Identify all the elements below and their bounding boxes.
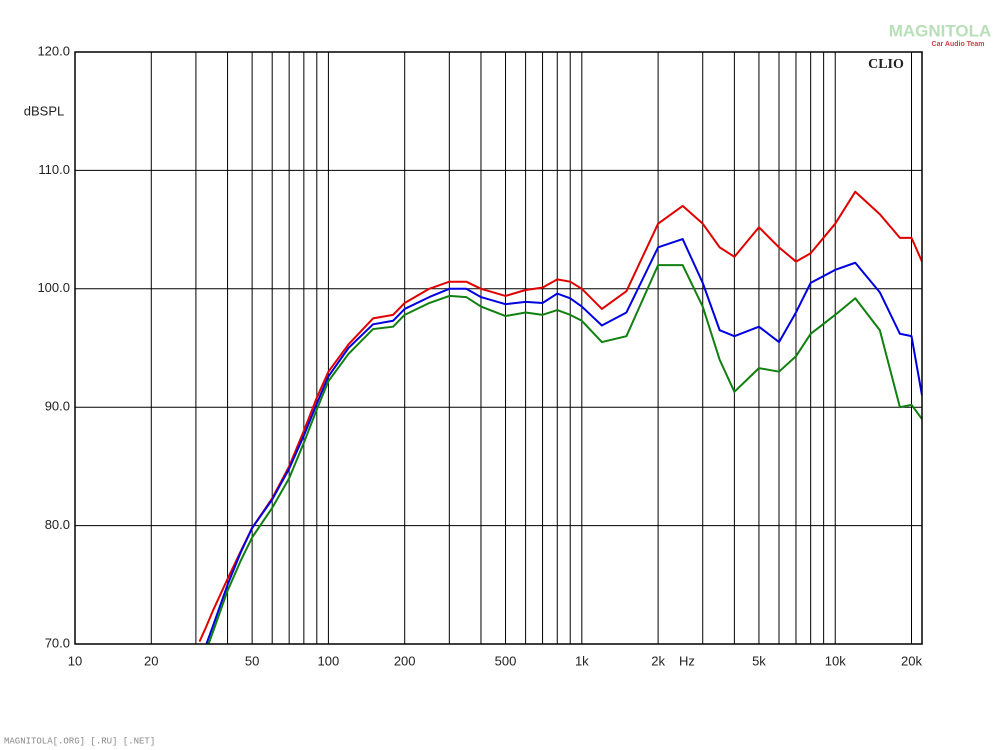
- y-tick-label: 100.0: [37, 280, 70, 295]
- y-tick-label: 110.0: [38, 162, 70, 177]
- curves: [198, 190, 922, 644]
- x-axis-unit: Hz: [679, 653, 695, 668]
- response-curve: [198, 190, 922, 643]
- x-tick-label: 500: [495, 653, 517, 668]
- x-tick-label: 20k: [901, 653, 922, 668]
- brand: CLIO: [868, 57, 904, 72]
- x-tick-label: 200: [394, 653, 416, 668]
- response-curve: [207, 264, 922, 644]
- y-tick-label: 120.0: [37, 43, 70, 58]
- footer: MAGNITOLA[.ORG] [.RU] [.NET]: [4, 736, 155, 746]
- plot-frame: [74, 51, 923, 645]
- watermark-subtitle: Car Audio Team: [932, 41, 985, 48]
- y-tick-label: 70.0: [45, 635, 70, 650]
- x-tick-label: 10k: [825, 653, 846, 668]
- response-curve: [205, 238, 922, 644]
- watermark: MAGNITOLA: [889, 21, 992, 40]
- y-tick-label: 90.0: [45, 399, 70, 414]
- x-tick-label: 50: [245, 653, 259, 668]
- x-tick-label: 20: [144, 653, 158, 668]
- y-axis-label: dBSPL: [24, 103, 64, 118]
- x-tick-label: 100: [318, 653, 340, 668]
- y-tick-label: 80.0: [45, 517, 70, 532]
- x-tick-label: 1k: [575, 653, 589, 668]
- x-tick-label: 5k: [752, 653, 766, 668]
- x-tick-label: 10: [68, 653, 82, 668]
- x-tick-label: 2k: [651, 653, 665, 668]
